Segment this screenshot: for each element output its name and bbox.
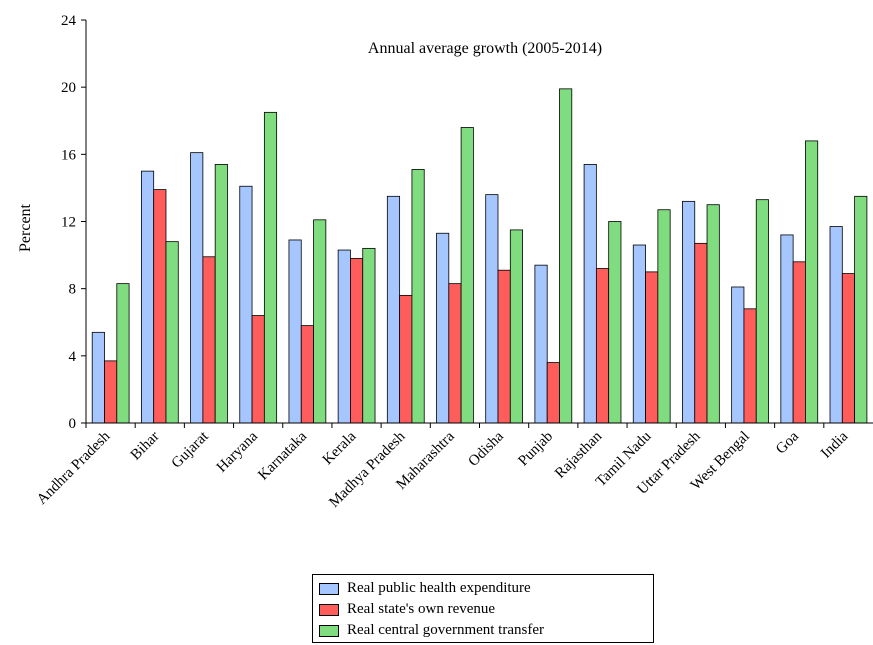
x-tick-label: Karnataka [255,428,310,483]
legend: Real public health expenditure Real stat… [312,574,654,643]
bar-rajasthan-s1 [595,268,610,424]
bar-odisha-s0 [485,194,499,424]
bar-bihar-s0 [140,170,155,424]
bar-bihar-s1 [153,189,167,424]
x-tick-label: India [818,428,851,461]
bar-maharashtra-s1 [448,283,462,424]
bar-west-bengal-s2 [755,199,769,424]
x-tick-label: Haryana [214,428,261,475]
y-tick-label: 8 [69,282,77,298]
bar-kerala-s1 [350,258,364,424]
bar-gujarat-s2 [214,164,228,424]
bar-punjab-s2 [559,88,573,424]
bar-andhra-pradesh-s2 [116,283,130,424]
bar-kerala-s0 [337,249,351,424]
bar-madhya-pradesh-s2 [411,169,425,424]
bar-karnataka-s0 [288,239,302,424]
bar-goa-s1 [792,261,806,424]
x-tick-label: Kerala [320,428,360,468]
bar-west-bengal-s1 [743,308,757,424]
bar-india-s0 [829,226,843,424]
x-tick-label: Goa [773,428,802,457]
bar-rajasthan-s0 [583,164,597,424]
bar-odisha-s2 [509,229,523,424]
bar-tamil-nadu-s2 [657,209,671,424]
bar-goa-s0 [780,234,794,424]
legend-label: Real central government transfer [347,622,544,638]
y-tick-label: 16 [61,147,77,163]
bar-karnataka-s2 [313,219,327,424]
bar-kerala-s2 [362,247,376,424]
bar-india-s2 [854,195,868,424]
bar-tamil-nadu-s1 [645,271,659,424]
legend-label: Real state's own revenue [347,601,496,617]
bar-tamil-nadu-s0 [632,244,646,424]
bar-west-bengal-s0 [731,286,745,424]
bar-haryana-s2 [263,111,278,424]
bar-karnataka-s1 [300,325,314,424]
x-tick-label: Bihar [128,429,163,464]
x-tick-label: Gujarat [169,428,213,472]
bar-andhra-pradesh-s0 [91,331,105,424]
legend-item-central-transfer: Real central government transfer [319,620,647,641]
y-tick-label: 12 [61,215,76,231]
bar-madhya-pradesh-s0 [386,195,401,424]
x-tick-label: Odisha [466,428,508,470]
bar-maharashtra-s2 [460,127,474,424]
bar-india-s1 [841,273,856,424]
bars-group [91,88,868,424]
x-tick-label: Punjab [515,429,556,470]
y-tick-label: 24 [61,13,77,29]
bar-odisha-s1 [497,269,511,424]
y-tick-label: 0 [69,416,77,432]
legend-swatch-green [319,624,339,637]
legend-item-own-revenue: Real state's own revenue [319,599,647,620]
bar-gujarat-s1 [202,256,216,424]
bar-punjab-s1 [546,362,560,424]
legend-swatch-red [319,603,339,616]
chart-title: Annual average growth (2005-2014) [368,40,602,57]
bar-uttar-pradesh-s0 [682,200,696,424]
x-tick-label: Andhra Pradesh [34,428,114,508]
bar-uttar-pradesh-s1 [694,242,708,424]
bar-haryana-s0 [239,185,253,424]
bar-uttar-pradesh-s2 [706,204,720,424]
bar-maharashtra-s0 [436,232,450,424]
y-tick-label: 4 [69,349,77,365]
bar-andhra-pradesh-s1 [104,360,118,424]
legend-label: Real public health expenditure [347,580,531,596]
bar-rajasthan-s2 [608,221,622,424]
bar-madhya-pradesh-s1 [399,294,413,424]
legend-item-health-expenditure: Real public health expenditure [319,578,647,599]
legend-swatch-blue [319,582,339,595]
y-axis-label: Percent [17,203,34,252]
bar-punjab-s0 [534,264,548,424]
y-tick-label: 20 [61,80,76,96]
bar-goa-s2 [805,140,819,424]
bar-gujarat-s0 [190,152,204,424]
bar-haryana-s1 [251,315,265,424]
bar-bihar-s2 [165,241,179,424]
